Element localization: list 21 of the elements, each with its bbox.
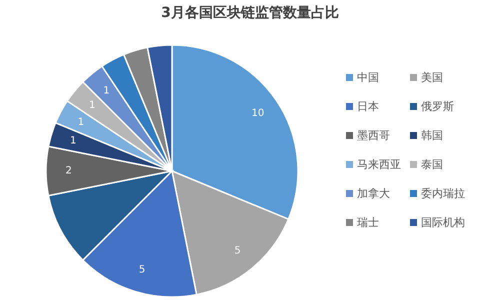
legend-label: 日本 — [357, 99, 379, 114]
data-label: 2 — [65, 166, 72, 176]
data-label: 1 — [78, 116, 84, 128]
data-label: 5 — [138, 264, 146, 276]
data-label: 1 — [103, 86, 110, 97]
legend-label: 泰国 — [421, 157, 443, 172]
legend-label: 马来西亚 — [357, 157, 401, 172]
data-label: 5 — [234, 245, 241, 256]
legend-label: 委内瑞拉 — [421, 186, 465, 201]
legend-label: 美国 — [421, 70, 443, 85]
data-label: 1 — [70, 136, 76, 147]
legend-label: 国际机构 — [421, 215, 465, 230]
data-label: 10 — [252, 108, 264, 120]
legend-label: 俄罗斯 — [421, 99, 454, 114]
legend-label: 中国 — [357, 70, 379, 85]
chart-title: 3月各国区块链监管数量占比 — [160, 4, 340, 22]
legend-label: 韩国 — [421, 128, 443, 143]
legend-label: 墨西哥 — [357, 128, 390, 143]
legend-label: 加拿大 — [357, 186, 390, 201]
data-label: 1 — [88, 100, 96, 111]
legend-label: 瑞士 — [357, 215, 379, 230]
